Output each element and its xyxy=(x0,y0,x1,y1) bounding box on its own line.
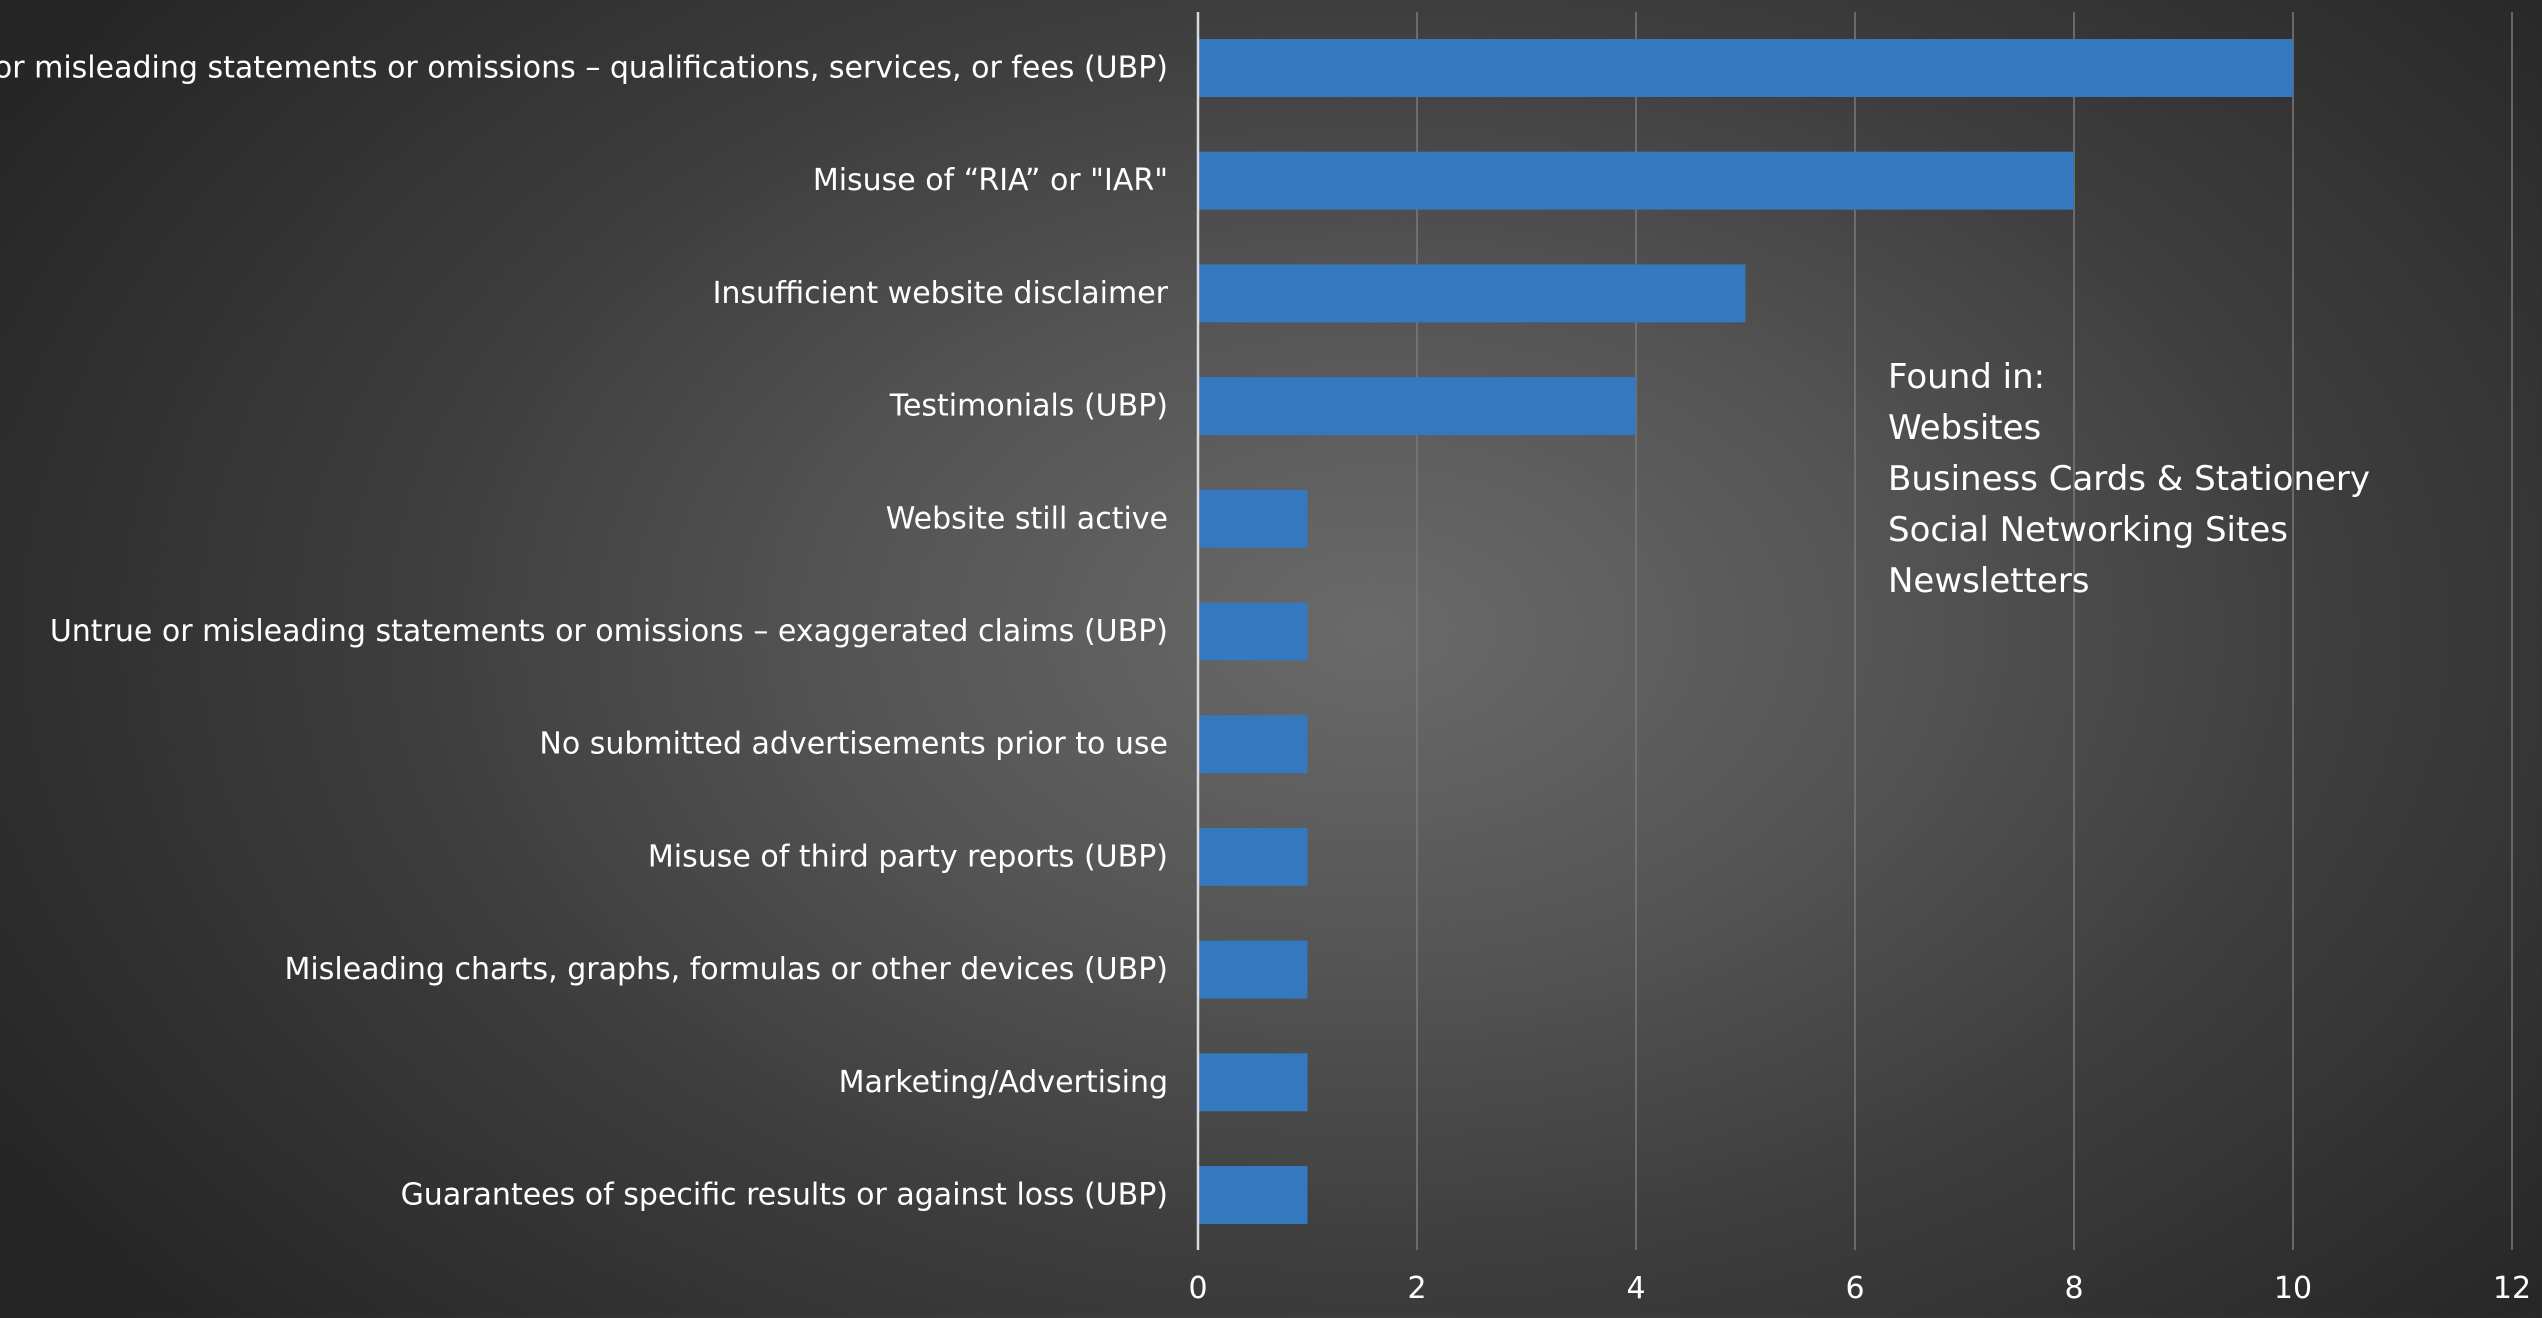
x-tick-label-8: 8 xyxy=(2064,1271,2083,1306)
x-tick-label-4: 4 xyxy=(1626,1271,1645,1306)
category-label-11: Guarantees of specific results or agains… xyxy=(401,1178,1168,1213)
category-label-7: No submitted advertisements prior to use xyxy=(539,727,1168,762)
category-label-3: Insufficient website disclaimer xyxy=(713,276,1169,311)
found-in-item-social-networking: Social Networking Sites xyxy=(1888,510,2288,550)
category-label-8: Misuse of third party reports (UBP) xyxy=(648,839,1168,874)
found-in-item-business-cards: Business Cards & Stationery xyxy=(1888,459,2371,499)
bar-11 xyxy=(1198,1166,1308,1224)
x-tick-label-10: 10 xyxy=(2274,1271,2312,1306)
bar-8 xyxy=(1198,827,1308,886)
category-label-2: Misuse of “RIA” or "IAR" xyxy=(813,163,1168,198)
bar-10 xyxy=(1198,1053,1308,1112)
found-in-item-websites: Websites xyxy=(1888,408,2042,448)
bar-6 xyxy=(1198,602,1308,661)
x-tick-label-12: 12 xyxy=(2493,1271,2531,1306)
found-in-note: Found in: Websites Business Cards & Stat… xyxy=(1888,352,2370,607)
bar-7 xyxy=(1198,715,1308,774)
bar-5 xyxy=(1198,489,1308,548)
found-in-heading: Found in: xyxy=(1888,357,2046,397)
category-label-1: Untrue or misleading statements or omiss… xyxy=(0,51,1168,86)
x-tick-label-0: 0 xyxy=(1188,1271,1207,1306)
bar-3 xyxy=(1198,264,1746,323)
bar-2 xyxy=(1198,151,2074,210)
bar-1 xyxy=(1198,39,2293,97)
category-label-9: Misleading charts, graphs, formulas or o… xyxy=(285,952,1168,987)
found-in-item-newsletters: Newsletters xyxy=(1888,561,2090,601)
category-label-10: Marketing/Advertising xyxy=(839,1065,1168,1100)
x-tick-label-6: 6 xyxy=(1845,1271,1864,1306)
category-label-5: Website still active xyxy=(886,501,1168,536)
x-tick-label-2: 2 xyxy=(1407,1271,1426,1306)
bar-4 xyxy=(1198,377,1636,436)
category-label-6: Untrue or misleading statements or omiss… xyxy=(50,614,1168,649)
bar-9 xyxy=(1198,940,1308,999)
category-label-4: Testimonials (UBP) xyxy=(889,389,1168,424)
